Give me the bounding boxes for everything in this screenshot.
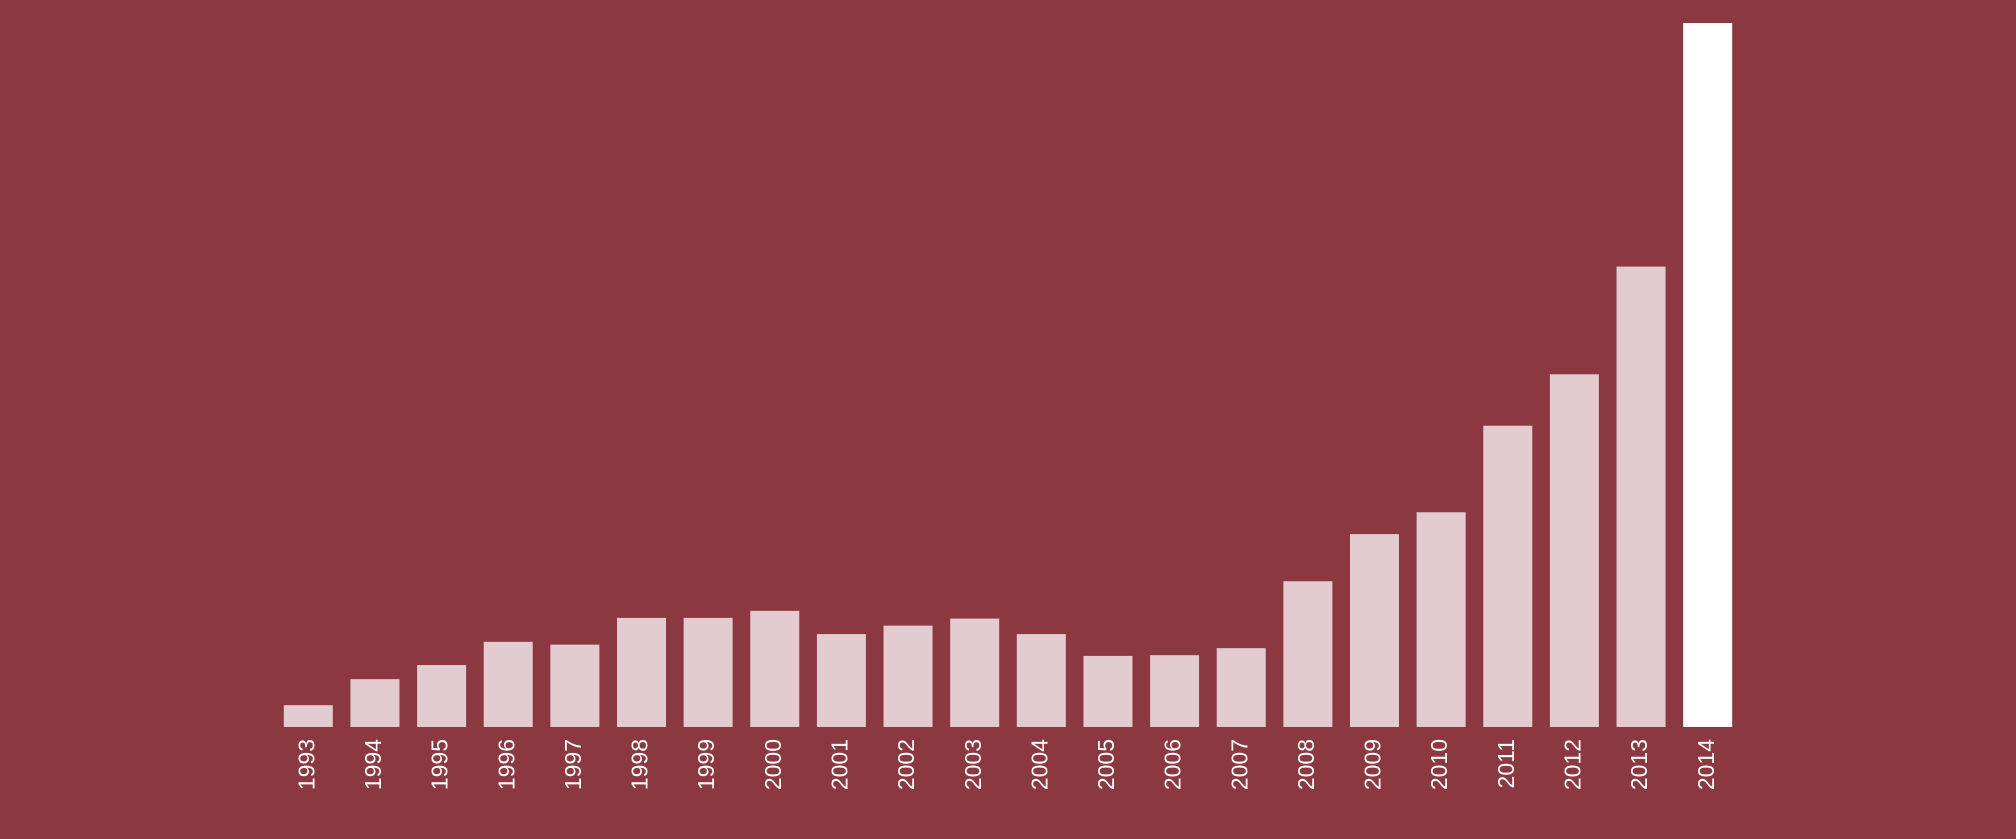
x-tick-label: 1999 — [693, 739, 719, 790]
x-tick-label: 1994 — [360, 739, 386, 790]
x-tick-label: 1993 — [293, 739, 319, 790]
bar — [816, 634, 866, 727]
x-tick-label: 2010 — [1426, 739, 1452, 790]
bar — [1416, 512, 1466, 727]
x-tick-label: 2012 — [1559, 739, 1585, 790]
x-tick-label: 1996 — [493, 739, 519, 790]
bar — [483, 641, 533, 727]
bar — [550, 644, 600, 727]
x-tick-label: 2002 — [893, 739, 919, 790]
bar — [950, 618, 1000, 727]
x-tick-label: 2006 — [1160, 739, 1186, 790]
bar — [1216, 648, 1266, 727]
bar — [1350, 534, 1399, 727]
x-tick-label: 2008 — [1293, 739, 1319, 790]
bar — [1150, 655, 1200, 727]
bar — [617, 617, 666, 727]
bar — [1283, 581, 1333, 727]
bar — [683, 617, 733, 727]
x-tick-label: 1995 — [427, 739, 453, 790]
x-tick-label: 2000 — [760, 739, 786, 790]
bar — [283, 705, 333, 727]
bar — [1616, 266, 1666, 727]
x-tick-label: 1997 — [560, 739, 586, 790]
x-tick-label: 1998 — [627, 739, 653, 790]
x-tick-label: 2003 — [960, 739, 986, 790]
bar — [1016, 634, 1066, 727]
x-tick-label: 2009 — [1360, 739, 1386, 790]
bar — [1683, 23, 1733, 727]
bar — [1083, 655, 1133, 727]
bar — [1483, 425, 1533, 727]
x-tick-label: 2014 — [1693, 739, 1719, 790]
x-tick-label: 2007 — [1226, 739, 1252, 790]
bar — [883, 625, 933, 727]
x-tick-label: 2013 — [1626, 739, 1652, 790]
bar — [750, 610, 800, 727]
bar — [417, 665, 467, 727]
x-tick-label: 2005 — [1093, 739, 1119, 790]
x-tick-label: 2001 — [826, 739, 852, 790]
bar — [350, 679, 400, 727]
x-tick-label: 2004 — [1026, 739, 1052, 790]
x-tick-label: 2011 — [1493, 739, 1519, 788]
bar — [1549, 374, 1599, 727]
